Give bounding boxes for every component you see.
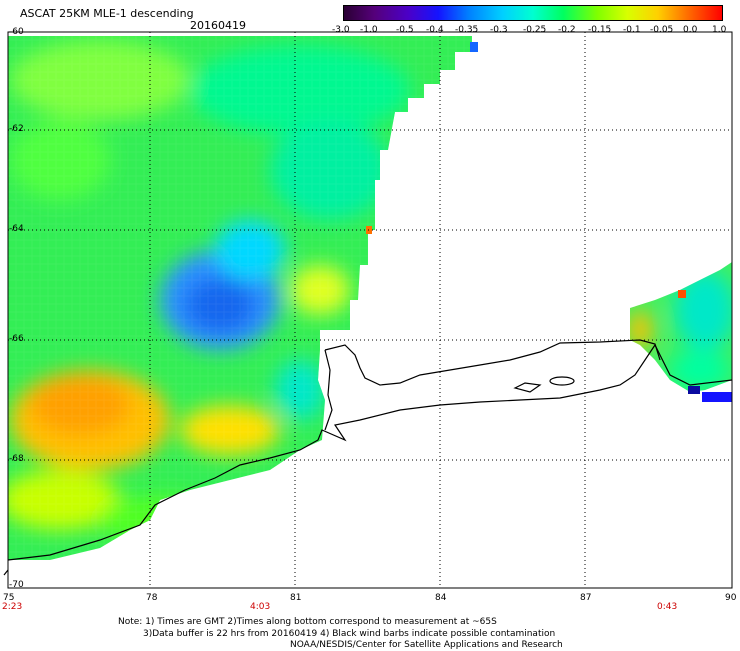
colorbar-label: -0.25 — [523, 25, 547, 35]
lat-label: -64 — [9, 224, 24, 234]
lat-lon-grid — [8, 32, 732, 588]
lat-label: -70 — [9, 580, 24, 590]
colorbar-label: -0.05 — [650, 25, 674, 35]
lon-label: 84 — [435, 593, 447, 603]
colorbar-label: 0.0 — [683, 25, 698, 35]
map-frame — [7, 31, 733, 589]
lon-label: 75 — [3, 593, 15, 603]
colorbar-label: -0.5 — [396, 25, 414, 35]
lat-label: -60 — [9, 27, 24, 37]
time-label: 2:23 — [2, 602, 23, 612]
lon-label: 78 — [146, 593, 158, 603]
colorbar-label: 1.0 — [712, 25, 727, 35]
note-line-1: Note: 1) Times are GMT 2)Times along bot… — [118, 617, 497, 627]
swath-east — [630, 262, 732, 392]
map-date: 20160419 — [190, 19, 246, 32]
lat-label: -66 — [9, 334, 24, 344]
coastline — [3, 339, 733, 576]
colorbar-label: -0.3 — [490, 25, 508, 35]
time-label: 0:43 — [657, 602, 678, 612]
colorbar-label: -0.1 — [623, 25, 641, 35]
colorbar-label: -0.4 — [426, 25, 444, 35]
colorbar-label: -3.0 — [332, 25, 350, 35]
colorbar-label: -0.2 — [558, 25, 576, 35]
colorbar-label: -1.0 — [360, 25, 378, 35]
map-title: ASCAT 25KM MLE-1 descending — [20, 7, 194, 20]
lon-label: 81 — [290, 593, 302, 603]
lon-label: 90 — [725, 593, 737, 603]
colorbar — [343, 5, 723, 21]
time-label: 4:03 — [250, 602, 271, 612]
colorbar-label: -0.35 — [455, 25, 479, 35]
note-line-3: NOAA/NESDIS/Center for Satellite Applica… — [290, 640, 563, 650]
lon-label: 87 — [580, 593, 592, 603]
swath-west — [8, 36, 472, 560]
note-line-2: 3)Data buffer is 22 hrs from 20160419 4)… — [143, 629, 556, 639]
lat-label: -62 — [9, 124, 24, 134]
lat-label: -68 — [9, 454, 24, 464]
colorbar-label: -0.15 — [588, 25, 612, 35]
